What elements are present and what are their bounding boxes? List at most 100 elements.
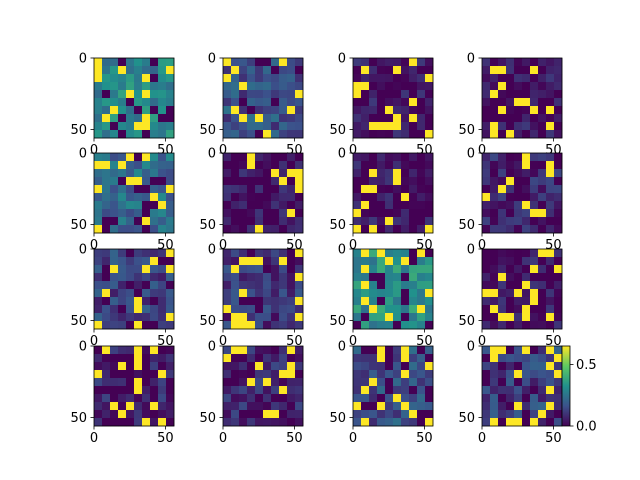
- pixel-block: [385, 106, 394, 115]
- pixel-block: [263, 297, 272, 306]
- pixel-block: [271, 354, 280, 363]
- pixel-block: [506, 114, 515, 123]
- pixel-block: [353, 249, 362, 258]
- pixel-block: [417, 130, 426, 139]
- pixel-block: [530, 305, 539, 314]
- pixel-block: [522, 201, 531, 210]
- pixel-block: [94, 321, 103, 330]
- pixel-block: [538, 386, 547, 395]
- pixel-block: [498, 90, 507, 99]
- pixel-block: [110, 74, 119, 83]
- pixel-block: [401, 297, 410, 306]
- pixel-block: [530, 257, 539, 266]
- pixel-block: [295, 386, 304, 395]
- pixel-block: [231, 281, 240, 290]
- pixel-block: [142, 185, 151, 194]
- pixel-block: [271, 177, 280, 186]
- x-tick-label: 0: [349, 431, 357, 446]
- pixel-block: [150, 273, 159, 282]
- panel-image-2-2: [353, 249, 434, 330]
- pixel-block: [255, 114, 264, 123]
- pixel-block: [425, 378, 434, 387]
- pixel-block: [490, 354, 499, 363]
- pixel-block: [166, 106, 175, 115]
- pixel-block: [279, 58, 288, 67]
- pixel-block: [142, 169, 151, 178]
- panel-frame: [93, 57, 175, 139]
- pixel-block: [110, 362, 119, 371]
- pixel-block: [158, 281, 167, 290]
- pixel-block: [385, 58, 394, 67]
- pixel-block: [118, 161, 127, 170]
- pixel-block: [393, 201, 402, 210]
- pixel-block: [361, 74, 370, 83]
- pixel-block: [150, 386, 159, 395]
- pixel-block: [530, 418, 539, 427]
- pixel-block: [506, 58, 515, 67]
- pixel-block: [142, 386, 151, 395]
- pixel-block: [166, 410, 175, 419]
- pixel-block: [255, 265, 264, 274]
- pixel-block: [126, 153, 135, 162]
- pixel-block: [239, 313, 248, 322]
- pixel-block: [166, 354, 175, 363]
- pixel-block: [369, 209, 378, 218]
- panel-frame: [481, 57, 563, 139]
- pixel-block: [506, 346, 515, 355]
- pixel-block: [490, 209, 499, 218]
- pixel-block: [401, 313, 410, 322]
- pixel-block: [506, 74, 515, 83]
- pixel-block: [271, 82, 280, 91]
- pixel-block: [538, 201, 547, 210]
- pixel-block: [522, 98, 531, 107]
- pixel-block: [287, 193, 296, 202]
- pixel-block: [118, 305, 127, 314]
- pixel-block: [295, 122, 304, 131]
- pixel-block: [385, 273, 394, 282]
- pixel-block: [385, 185, 394, 194]
- pixel-block: [158, 305, 167, 314]
- pixel-block: [295, 225, 304, 234]
- pixel-block: [287, 402, 296, 411]
- pixel-block: [263, 153, 272, 162]
- pixel-block: [263, 98, 272, 107]
- pixel-block: [247, 193, 256, 202]
- pixel-block: [110, 418, 119, 427]
- pixel-block: [247, 177, 256, 186]
- pixel-block: [255, 66, 264, 75]
- panel-image-0-1: [223, 58, 304, 139]
- pixel-block: [94, 313, 103, 322]
- pixel-block: [425, 249, 434, 258]
- pixel-block: [401, 289, 410, 298]
- pixel-block: [393, 185, 402, 194]
- pixel-block: [223, 305, 232, 314]
- pixel-block: [126, 257, 135, 266]
- pixel-block: [353, 193, 362, 202]
- pixel-block: [417, 185, 426, 194]
- pixel-block: [538, 402, 547, 411]
- pixel-block: [554, 354, 563, 363]
- pixel-block: [134, 273, 143, 282]
- pixel-block: [353, 225, 362, 234]
- pixel-block: [118, 378, 127, 387]
- pixel-block: [490, 193, 499, 202]
- pixel-block: [538, 418, 547, 427]
- pixel-block: [263, 305, 272, 314]
- pixel-block: [295, 185, 304, 194]
- pixel-block: [142, 257, 151, 266]
- pixel-block: [134, 161, 143, 170]
- pixel-block: [287, 74, 296, 83]
- pixel-block: [223, 394, 232, 403]
- pixel-block: [554, 402, 563, 411]
- pixel-block: [546, 281, 555, 290]
- pixel-block: [482, 82, 491, 91]
- pixel-block: [295, 66, 304, 75]
- pixel-block: [247, 90, 256, 99]
- pixel-block: [142, 58, 151, 67]
- pixel-block: [166, 169, 175, 178]
- pixel-block: [142, 297, 151, 306]
- pixel-block: [158, 273, 167, 282]
- pixel-block: [247, 106, 256, 115]
